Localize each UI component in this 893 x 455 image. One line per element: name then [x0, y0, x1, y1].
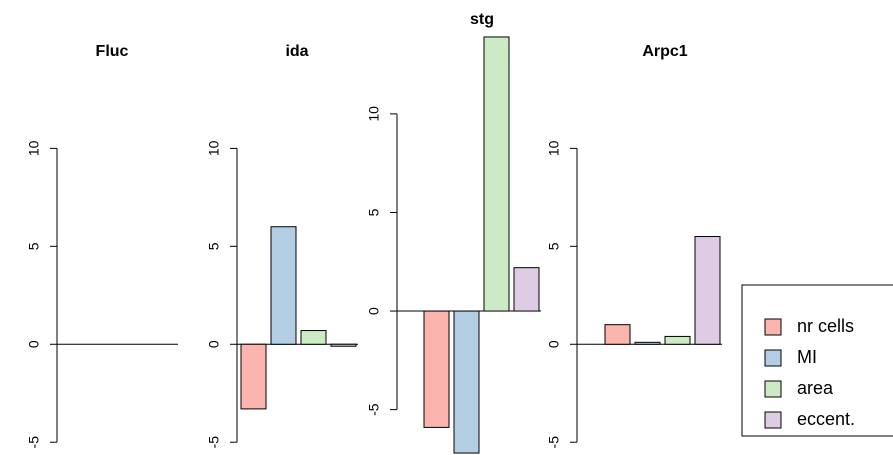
- legend-label: nr cells: [797, 316, 854, 336]
- legend-swatch: [764, 380, 782, 398]
- panel-title: Arpc1: [642, 43, 687, 60]
- bar: [483, 36, 510, 312]
- bar: [423, 310, 450, 428]
- bar: [604, 324, 631, 345]
- panel-title: Fluc: [96, 43, 129, 60]
- y-tick-label: 0: [206, 340, 222, 348]
- y-tick-label: 10: [26, 140, 42, 156]
- y-tick-label: -5: [206, 436, 222, 449]
- legend-label: MI: [797, 347, 817, 367]
- panel-title: stg: [470, 11, 494, 28]
- y-tick-label: 10: [546, 140, 562, 156]
- legend-swatch: [764, 318, 782, 336]
- y-tick-label: -5: [26, 436, 42, 449]
- bar: [300, 330, 327, 345]
- panel-title: ida: [285, 43, 308, 60]
- bar: [330, 343, 357, 347]
- bar: [270, 226, 297, 345]
- bar: [664, 335, 691, 345]
- y-tick-label: 10: [366, 106, 382, 122]
- y-tick-label: 5: [206, 242, 222, 250]
- legend-swatch: [764, 411, 782, 429]
- y-tick-label: 10: [206, 140, 222, 156]
- legend-swatch: [764, 349, 782, 367]
- y-tick-label: 0: [26, 340, 42, 348]
- y-tick-label: -5: [366, 403, 382, 416]
- bar: [453, 310, 480, 454]
- bar: [694, 236, 721, 345]
- legend-label: eccent.: [797, 409, 855, 429]
- y-tick-label: 0: [366, 307, 382, 315]
- y-tick-label: -5: [546, 436, 562, 449]
- y-tick-label: 5: [546, 242, 562, 250]
- y-tick-label: 0: [546, 340, 562, 348]
- y-tick-label: 5: [366, 208, 382, 216]
- bar: [513, 267, 540, 312]
- y-tick-label: 5: [26, 242, 42, 250]
- bar: [240, 343, 267, 410]
- bar: [634, 341, 661, 345]
- legend-box: [741, 284, 893, 437]
- legend-label: area: [797, 378, 834, 398]
